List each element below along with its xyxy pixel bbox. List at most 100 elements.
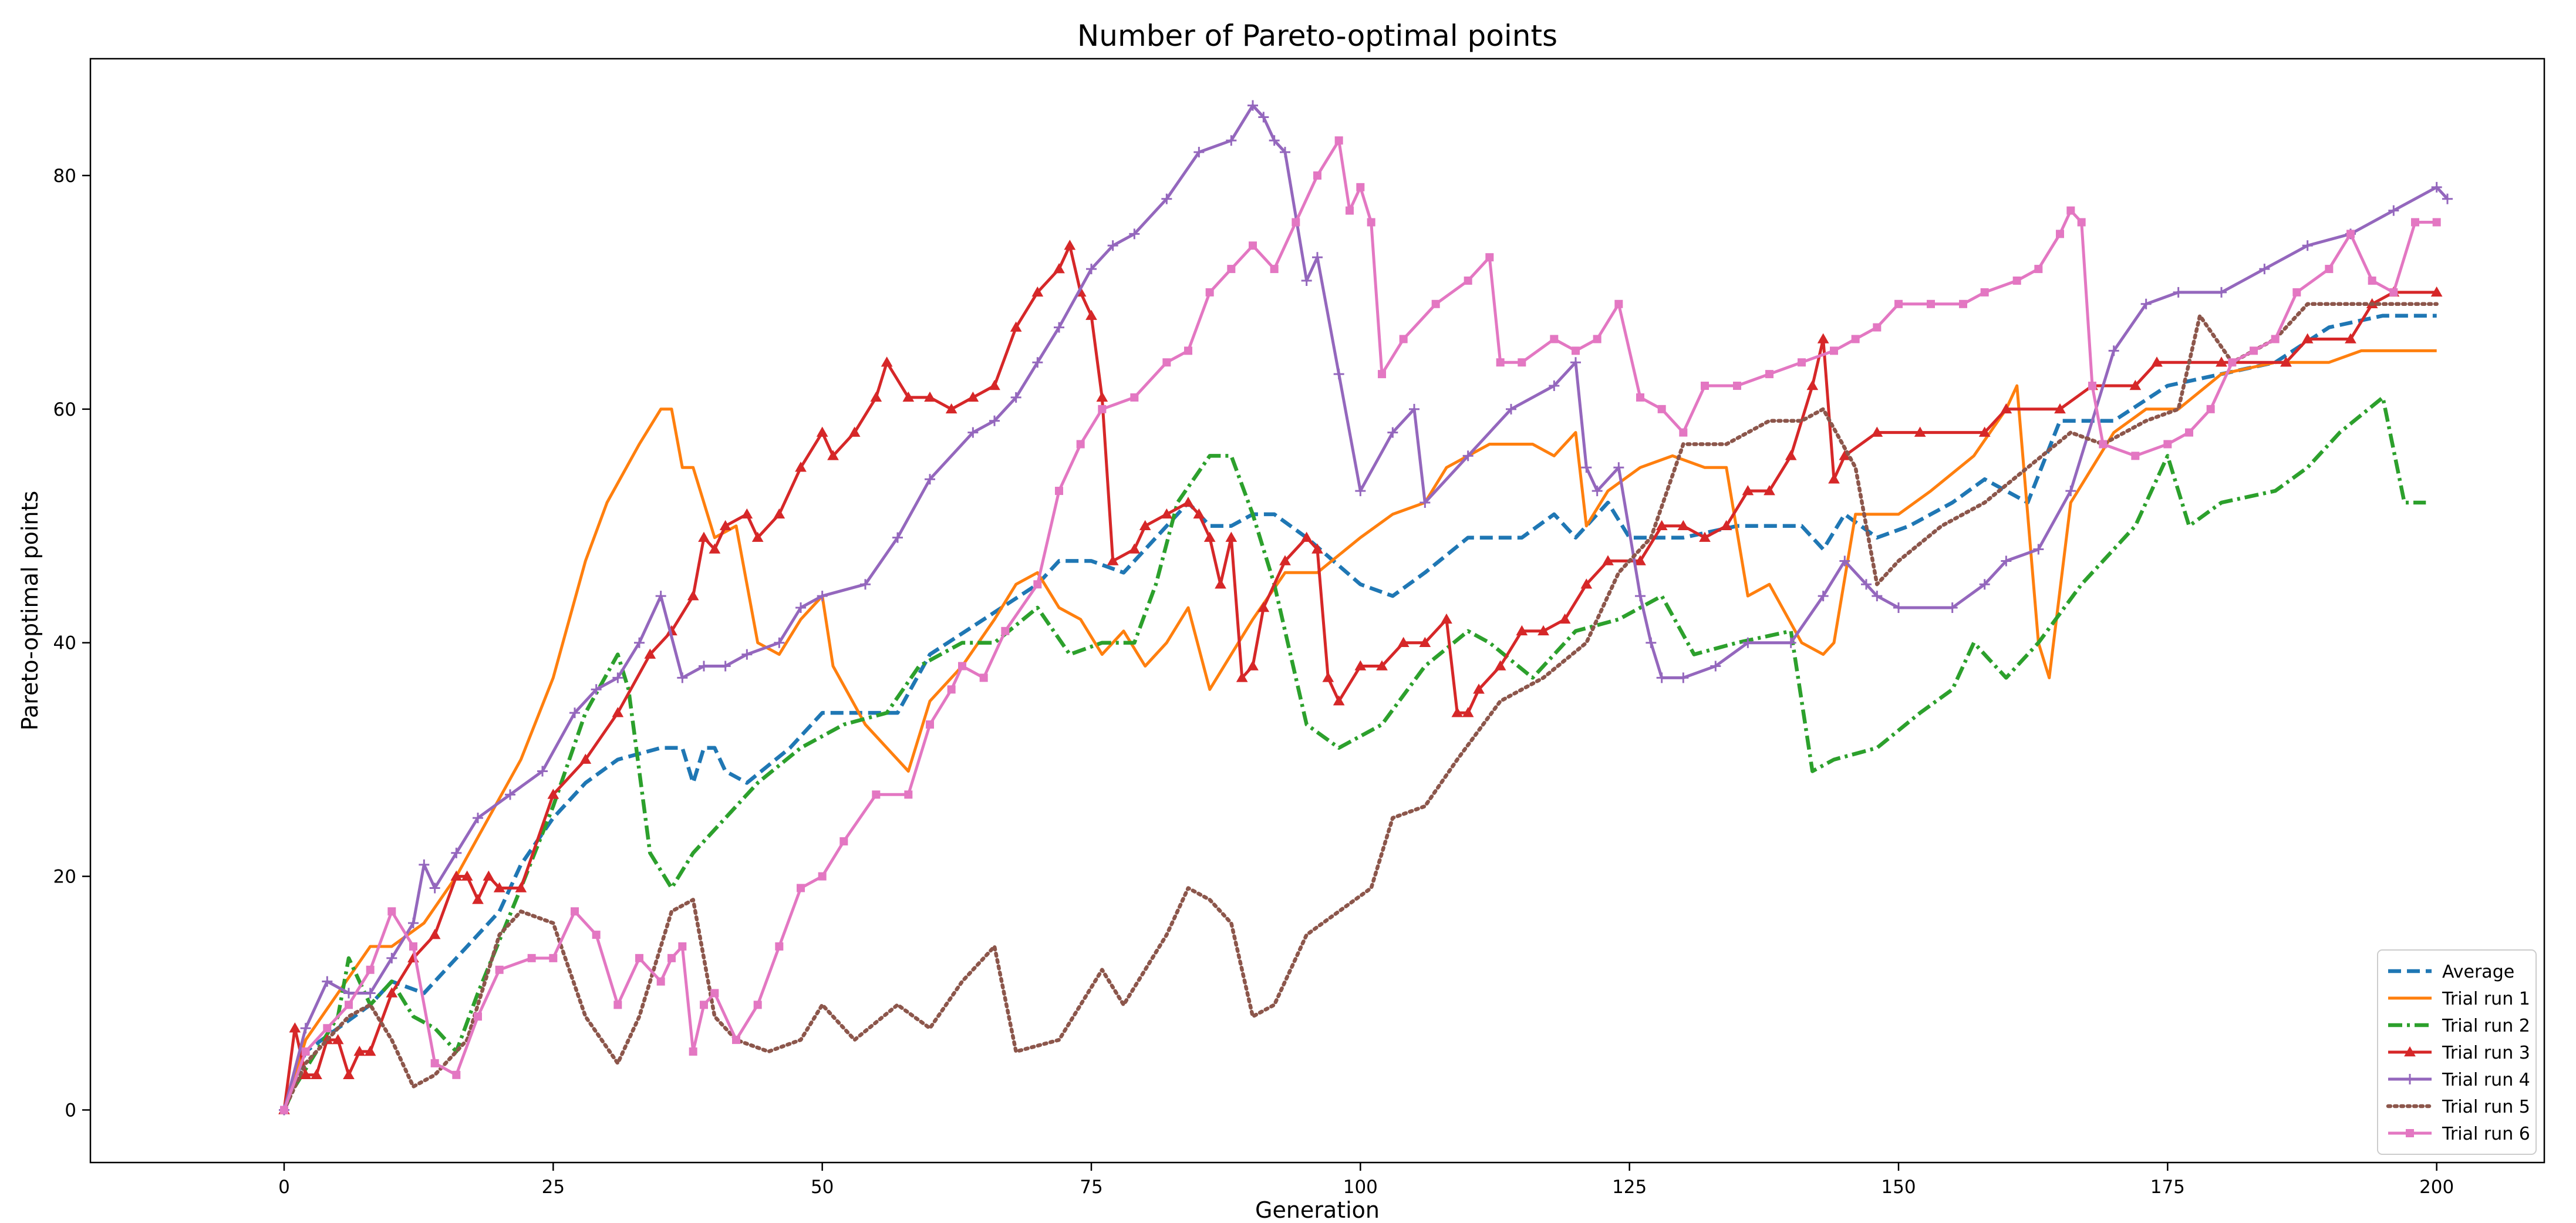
- series-7-point-58: [1496, 358, 1505, 367]
- series-4-point-33: [848, 426, 861, 437]
- series-layer: [278, 100, 2453, 1116]
- series-7-point-23: [732, 1036, 740, 1045]
- series-4-point-7: [353, 1045, 366, 1056]
- series-5-point-38: [1226, 135, 1237, 146]
- series-4-point-24: [698, 531, 710, 542]
- series-7-point-71: [1830, 346, 1838, 355]
- series-5-point-58: [1646, 637, 1657, 648]
- series-7-point-69: [1765, 370, 1773, 379]
- series-4-point-19: [579, 753, 592, 764]
- series-4-point-48: [1107, 555, 1119, 565]
- series-4-point-70: [1451, 707, 1464, 717]
- series-5-point-22: [774, 637, 785, 648]
- series-4-point-44: [1064, 240, 1076, 250]
- x-tick-label: 200: [2419, 1177, 2454, 1198]
- legend-label-5: Trial run 4: [2442, 1070, 2530, 1090]
- series-4-point-11: [429, 929, 441, 939]
- series-4-point-75: [1537, 625, 1549, 636]
- series-7-point-55: [1431, 299, 1440, 308]
- series-5-point-19: [699, 661, 709, 672]
- series-4-point-101: [2301, 333, 2314, 343]
- series-5-point-54: [1581, 462, 1592, 473]
- series-5-point-34: [1107, 240, 1118, 251]
- series-4-point-35: [881, 356, 893, 367]
- series-7-point-18: [667, 954, 676, 962]
- series-7-point-95: [2368, 276, 2376, 285]
- series-7-point-15: [613, 1000, 622, 1009]
- series-5-point-61: [1710, 661, 1721, 672]
- series-7-point-63: [1614, 299, 1623, 308]
- series-6: [282, 302, 2439, 1112]
- series-4-point-66: [1376, 660, 1388, 671]
- series-5-point-2: [322, 976, 333, 987]
- series-7-point-96: [2389, 288, 2398, 297]
- series-7-point-37: [1055, 487, 1063, 496]
- series-7-point-3: [345, 1000, 353, 1009]
- series-7-point-42: [1184, 346, 1192, 355]
- y-tick-label: 80: [53, 166, 76, 187]
- series-1: [282, 314, 2437, 1111]
- series-5-point-29: [989, 415, 1000, 426]
- series-7-point-67: [1701, 382, 1709, 390]
- series-7-point-81: [2066, 206, 2075, 215]
- series-line-5: [282, 104, 2449, 1111]
- series-7-point-22: [710, 989, 719, 998]
- series-line-6: [282, 302, 2439, 1112]
- series-4-point-12: [450, 870, 463, 881]
- series-7-point-50: [1346, 206, 1354, 215]
- series-4-point-15: [483, 870, 495, 881]
- series-4-point-77: [1580, 578, 1593, 589]
- series-7: [280, 136, 2441, 1114]
- series-5-point-69: [1947, 602, 1958, 614]
- series-7-point-13: [571, 907, 579, 916]
- series-4-point-3: [311, 1069, 322, 1080]
- series-7-point-27: [818, 872, 827, 881]
- series-7-point-36: [1033, 580, 1042, 589]
- series-4-point-67: [1397, 636, 1410, 647]
- series-4-point-89: [1828, 473, 1840, 484]
- series-line-1: [282, 314, 2437, 1111]
- series-5-point-24: [817, 591, 828, 602]
- x-tick-label: 100: [1343, 1177, 1378, 1198]
- series-5-point-9: [451, 847, 462, 858]
- series-5-point-83: [2442, 193, 2453, 204]
- series-7-point-86: [2163, 440, 2172, 449]
- series-line-2: [282, 349, 2437, 1111]
- series-7-point-94: [2346, 230, 2355, 238]
- y-axis-label: Pareto-optimal points: [17, 491, 43, 730]
- series-7-point-47: [1292, 218, 1300, 227]
- series-7-point-92: [2292, 288, 2301, 297]
- legend-box: [2377, 949, 2537, 1155]
- series-4-point-98: [2151, 356, 2163, 367]
- series-7-point-80: [2056, 230, 2064, 238]
- series-7-point-82: [2077, 218, 2086, 227]
- series-4-point-32: [827, 450, 839, 460]
- series-7-point-85: [2131, 452, 2140, 460]
- series-7-point-21: [700, 1000, 708, 1009]
- series-4-point-55: [1215, 578, 1226, 589]
- series-4-point-69: [1441, 613, 1452, 624]
- series-5-point-73: [2065, 486, 2076, 497]
- series-5-point-16: [634, 637, 645, 648]
- series-4-point-43: [1053, 263, 1065, 274]
- series-4-point-80: [1655, 520, 1668, 531]
- legend-label-6: Trial run 5: [2442, 1097, 2530, 1117]
- series-5-point-14: [591, 684, 602, 695]
- series-7-point-73: [1873, 323, 1882, 332]
- series-5-point-82: [2431, 181, 2442, 193]
- series-7-point-62: [1593, 335, 1601, 343]
- series-4-point-86: [1785, 450, 1797, 460]
- series-5-point-46: [1355, 486, 1366, 497]
- plot-area: [90, 59, 2544, 1163]
- series-4-point-23: [687, 590, 699, 601]
- series-5-point-31: [1032, 357, 1043, 368]
- x-tick-label: 25: [542, 1177, 565, 1198]
- series-7-point-33: [958, 662, 966, 671]
- series-5-point-78: [2259, 264, 2270, 275]
- series-4-point-58: [1247, 660, 1259, 671]
- series-7-point-31: [926, 720, 934, 729]
- series-7-point-26: [797, 884, 805, 892]
- series-5-point-1: [300, 1023, 311, 1034]
- series-4-point-26: [719, 520, 731, 531]
- series-4-point-57: [1236, 672, 1248, 682]
